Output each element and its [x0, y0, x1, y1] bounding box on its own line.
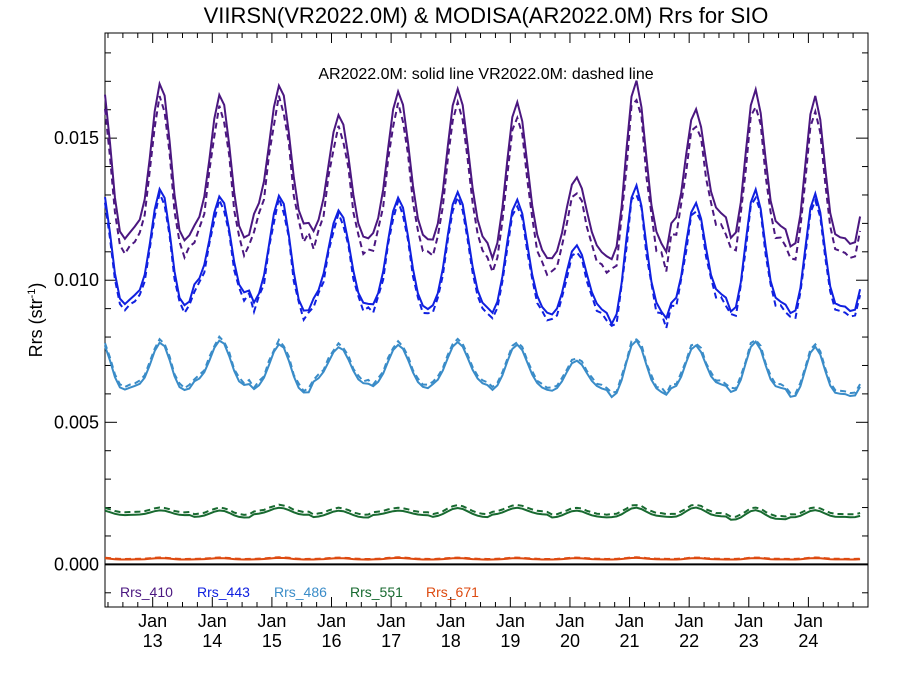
y-axis: 0.000 0.005 0.010 0.015	[54, 52, 868, 594]
legend-entry-Rrs_671: Rrs_671	[426, 584, 479, 600]
x-tick-year-label: 20	[560, 631, 580, 651]
chart-title: VIIRSN(VR2022.0M) & MODISA(AR2022.0M) Rr…	[204, 3, 769, 28]
x-tick-month-label: Jan	[675, 611, 704, 631]
x-tick-year-label: 13	[143, 631, 163, 651]
x-tick-year-label: 15	[262, 631, 282, 651]
x-tick-month-label: Jan	[317, 611, 346, 631]
x-tick-year-label: 22	[679, 631, 699, 651]
y-tick-label: 0.015	[54, 128, 99, 148]
series-lines	[104, 80, 862, 561]
x-tick-month-label: Jan	[555, 611, 584, 631]
x-tick-year-label: 19	[500, 631, 520, 651]
legend-entry-Rrs_443: Rrs_443	[197, 584, 250, 600]
x-tick-month-label: Jan	[496, 611, 525, 631]
series-line-Rrs_410-dashed	[104, 95, 862, 277]
x-tick-year-label: 16	[322, 631, 342, 651]
x-tick-year-label: 23	[739, 631, 759, 651]
x-tick-month-label: Jan	[794, 611, 823, 631]
series-line-Rrs_551-dashed	[104, 503, 861, 518]
x-tick-month-label: Jan	[615, 611, 644, 631]
y-tick-label: 0.000	[54, 554, 99, 574]
y-tick-label: 0.010	[54, 270, 99, 290]
series-line-Rrs_486-solid	[104, 338, 861, 399]
y-axis-label: Rrs (str-1)	[26, 283, 46, 358]
line-style-annotation: AR2022.0M: solid line VR2022.0M: dashed …	[318, 66, 653, 83]
series-line-Rrs_443-dashed	[104, 189, 862, 332]
legend: Rrs_410 Rrs_443 Rrs_486 Rrs_551 Rrs_671	[120, 584, 479, 600]
legend-entry-Rrs_410: Rrs_410	[120, 584, 173, 600]
x-tick-month-label: Jan	[734, 611, 763, 631]
plot-frame	[104, 32, 869, 608]
x-tick-year-label: 18	[441, 631, 461, 651]
x-tick-year-label: 14	[202, 631, 222, 651]
series-line-Rrs_551-solid	[104, 506, 861, 521]
series-line-Rrs_671-dashed	[104, 556, 861, 561]
series-line-Rrs_486-dashed	[104, 334, 861, 396]
x-tick-month-label: Jan	[377, 611, 406, 631]
x-tick-year-label: 21	[620, 631, 640, 651]
y-tick-label: 0.005	[54, 412, 99, 432]
series-line-Rrs_410-solid	[104, 80, 862, 262]
x-tick-year-label: 17	[381, 631, 401, 651]
x-axis: Jan13Jan14Jan15Jan16Jan17Jan18Jan19Jan20…	[107, 33, 854, 651]
x-tick-month-label: Jan	[257, 611, 286, 631]
x-tick-month-label: Jan	[138, 611, 167, 631]
x-tick-year-label: 24	[798, 631, 818, 651]
legend-entry-Rrs_486: Rrs_486	[274, 584, 327, 600]
legend-entry-Rrs_551: Rrs_551	[350, 584, 403, 600]
x-tick-month-label: Jan	[436, 611, 465, 631]
x-tick-month-label: Jan	[198, 611, 227, 631]
